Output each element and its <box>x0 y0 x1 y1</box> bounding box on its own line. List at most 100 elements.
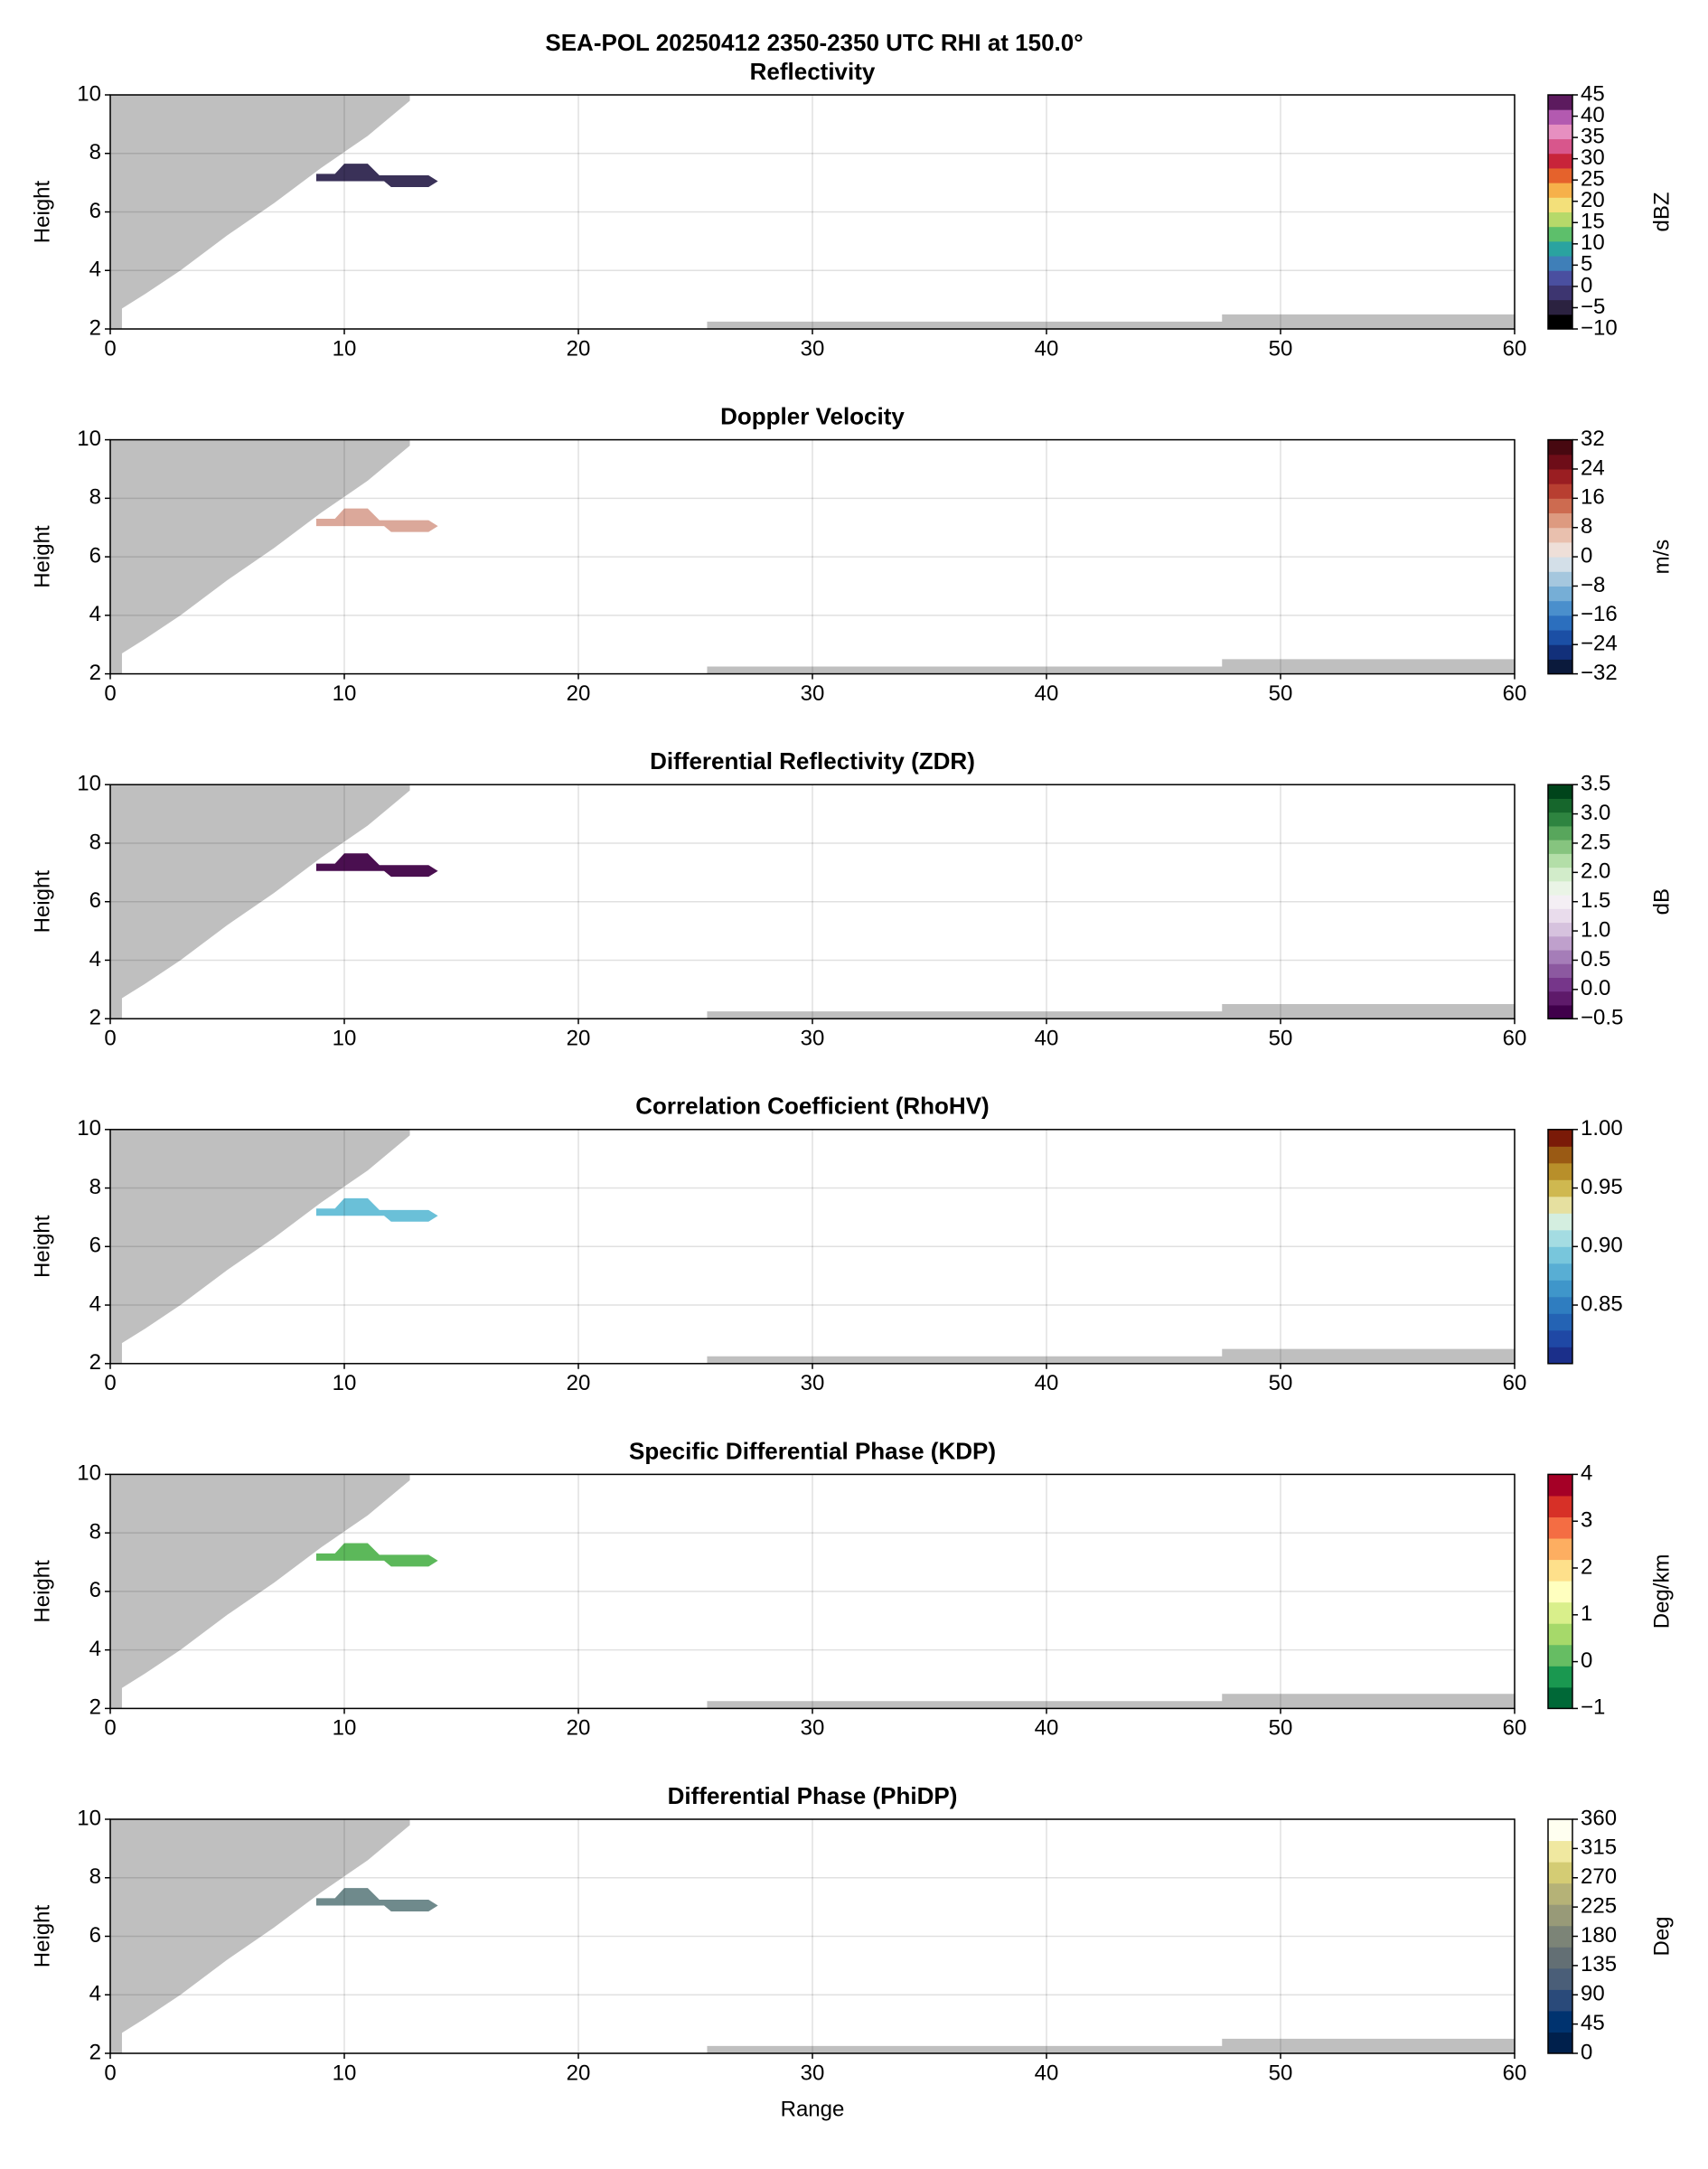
colorbar-tick-label: 1.0 <box>1581 917 1610 942</box>
echo <box>315 508 438 532</box>
colorbar-swatch <box>1548 1904 1572 1927</box>
x-tick-label: 60 <box>1503 1027 1527 1051</box>
colorbar-swatch <box>1548 1296 1572 1314</box>
colorbar-swatch <box>1548 895 1572 909</box>
plot-frame <box>109 94 1516 330</box>
y-tick-label: 4 <box>89 1291 101 1316</box>
panel-title: Specific Differential Phase (KDP) <box>629 1437 996 1464</box>
colorbar-tick-label: −0.5 <box>1581 1006 1623 1030</box>
colorbar-swatch <box>1548 1246 1572 1264</box>
colorbar-tick-label: 30 <box>1581 146 1605 170</box>
colorbar-tick-label: −16 <box>1581 602 1618 626</box>
y-axis-label: Height <box>30 1215 54 1278</box>
x-tick-label: 50 <box>1269 1027 1293 1051</box>
plot-frame <box>109 1818 1516 2054</box>
y-tick-label: 8 <box>89 1864 101 1889</box>
x-tick-label: 60 <box>1503 1371 1527 1395</box>
y-axis-label: Height <box>30 870 54 934</box>
colorbar-tick-label: 1.00 <box>1581 1116 1623 1141</box>
x-tick-label: 50 <box>1269 2061 1293 2085</box>
colorbar-tick-label: 135 <box>1581 1952 1617 1977</box>
colorbar-swatch <box>1548 167 1572 183</box>
colorbar-tick-label: 16 <box>1581 485 1605 510</box>
y-tick-label: 8 <box>89 485 101 510</box>
colorbar-tick-label: 225 <box>1581 1893 1617 1918</box>
blocked-region <box>707 1348 1515 1364</box>
colorbar-tick-label: 3 <box>1581 1508 1592 1533</box>
blocked-region <box>110 1129 410 1364</box>
y-tick-label: 4 <box>89 1982 101 2006</box>
colorbar-swatch <box>1548 153 1572 169</box>
echo <box>315 1197 438 1222</box>
colorbar-swatch <box>1548 1004 1572 1019</box>
x-tick-label: 40 <box>1035 336 1059 361</box>
colorbar-swatch <box>1548 1495 1572 1517</box>
colorbar-swatch <box>1548 659 1572 675</box>
x-tick-label: 50 <box>1269 1716 1293 1741</box>
y-tick-label: 6 <box>89 888 101 913</box>
colorbar-swatch <box>1548 935 1572 951</box>
colorbar-swatch <box>1548 812 1572 827</box>
x-tick-label: 30 <box>801 1371 825 1395</box>
colorbar-swatch <box>1548 454 1572 470</box>
x-tick-label: 40 <box>1035 1027 1059 1051</box>
colorbar-swatch <box>1548 2032 1572 2054</box>
colorbar-tick-label: −10 <box>1581 315 1618 340</box>
colorbar-tick-label: 3.5 <box>1581 772 1610 796</box>
echo <box>315 1888 438 1911</box>
x-tick-label: 30 <box>801 2061 825 2085</box>
colorbar-tick-label: 2.0 <box>1581 859 1610 884</box>
x-tick-label: 0 <box>104 1716 116 1741</box>
colorbar-swatch <box>1548 908 1572 924</box>
colorbar-label: dBZ <box>1649 192 1674 231</box>
colorbar-swatch <box>1548 211 1572 228</box>
colorbar-tick-label: 40 <box>1581 103 1605 127</box>
colorbar-swatch <box>1548 1686 1572 1709</box>
y-tick-label: 8 <box>89 830 101 854</box>
x-tick-label: 10 <box>333 1371 357 1395</box>
colorbar-swatch <box>1548 963 1572 978</box>
colorbar-frame <box>1547 1473 1573 1710</box>
panel-title: Reflectivity <box>750 58 876 85</box>
colorbar-swatch <box>1548 1196 1572 1214</box>
colorbar-tick-label: 180 <box>1581 1923 1617 1948</box>
blocked-region <box>110 439 410 674</box>
y-tick-label: 6 <box>89 1578 101 1602</box>
blocked-region <box>110 1474 410 1709</box>
x-tick-label: 20 <box>567 1027 591 1051</box>
colorbar-swatch <box>1548 571 1572 587</box>
echo <box>315 853 438 878</box>
colorbar-swatch <box>1548 586 1572 602</box>
x-tick-label: 0 <box>104 1027 116 1051</box>
colorbar-swatch <box>1548 484 1572 499</box>
y-tick-label: 2 <box>89 315 101 340</box>
y-tick-label: 10 <box>77 81 101 106</box>
colorbar-tick-label: 1 <box>1581 1601 1592 1626</box>
colorbar-swatch <box>1548 615 1572 631</box>
x-axis-label: Range <box>781 2097 845 2121</box>
x-tick-label: 0 <box>104 681 116 706</box>
y-tick-label: 4 <box>89 947 101 972</box>
x-tick-label: 60 <box>1503 1716 1527 1741</box>
blocked-region <box>110 1819 410 2053</box>
colorbar-tick-label: −5 <box>1581 295 1605 319</box>
x-tick-label: 30 <box>801 336 825 361</box>
colorbar-tick-label: 4 <box>1581 1461 1592 1486</box>
colorbar-swatch <box>1548 1819 1572 1842</box>
x-tick-label: 20 <box>567 681 591 706</box>
y-tick-label: 8 <box>89 1175 101 1199</box>
colorbar-tick-label: 2 <box>1581 1554 1592 1579</box>
colorbar-swatch <box>1548 1129 1572 1147</box>
x-tick-label: 20 <box>567 336 591 361</box>
colorbar-tick-label: 0 <box>1581 1648 1592 1673</box>
colorbar-swatch <box>1548 977 1572 992</box>
colorbar-swatch <box>1548 109 1572 125</box>
y-tick-label: 6 <box>89 543 101 568</box>
colorbar-swatch <box>1548 1862 1572 1884</box>
colorbar-swatch <box>1548 1947 1572 1969</box>
blocked-region <box>110 95 410 329</box>
y-axis-label: Height <box>30 1904 54 1967</box>
plot-frame <box>109 438 1516 675</box>
